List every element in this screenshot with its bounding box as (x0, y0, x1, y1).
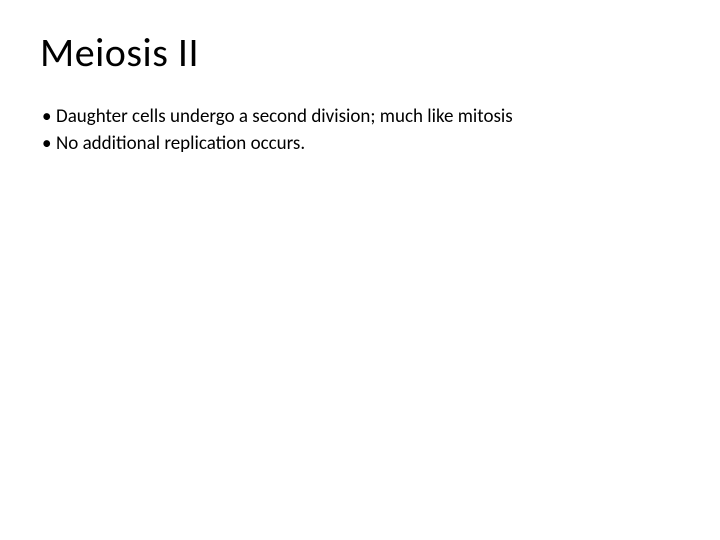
slide-title: Meiosis II (40, 28, 680, 77)
slide-container: Meiosis II Daughter cells undergo a seco… (0, 0, 720, 540)
bullet-item: No additional replication occurs. (42, 132, 680, 157)
bullet-item: Daughter cells undergo a second division… (42, 105, 680, 130)
bullet-list: Daughter cells undergo a second division… (40, 105, 680, 156)
